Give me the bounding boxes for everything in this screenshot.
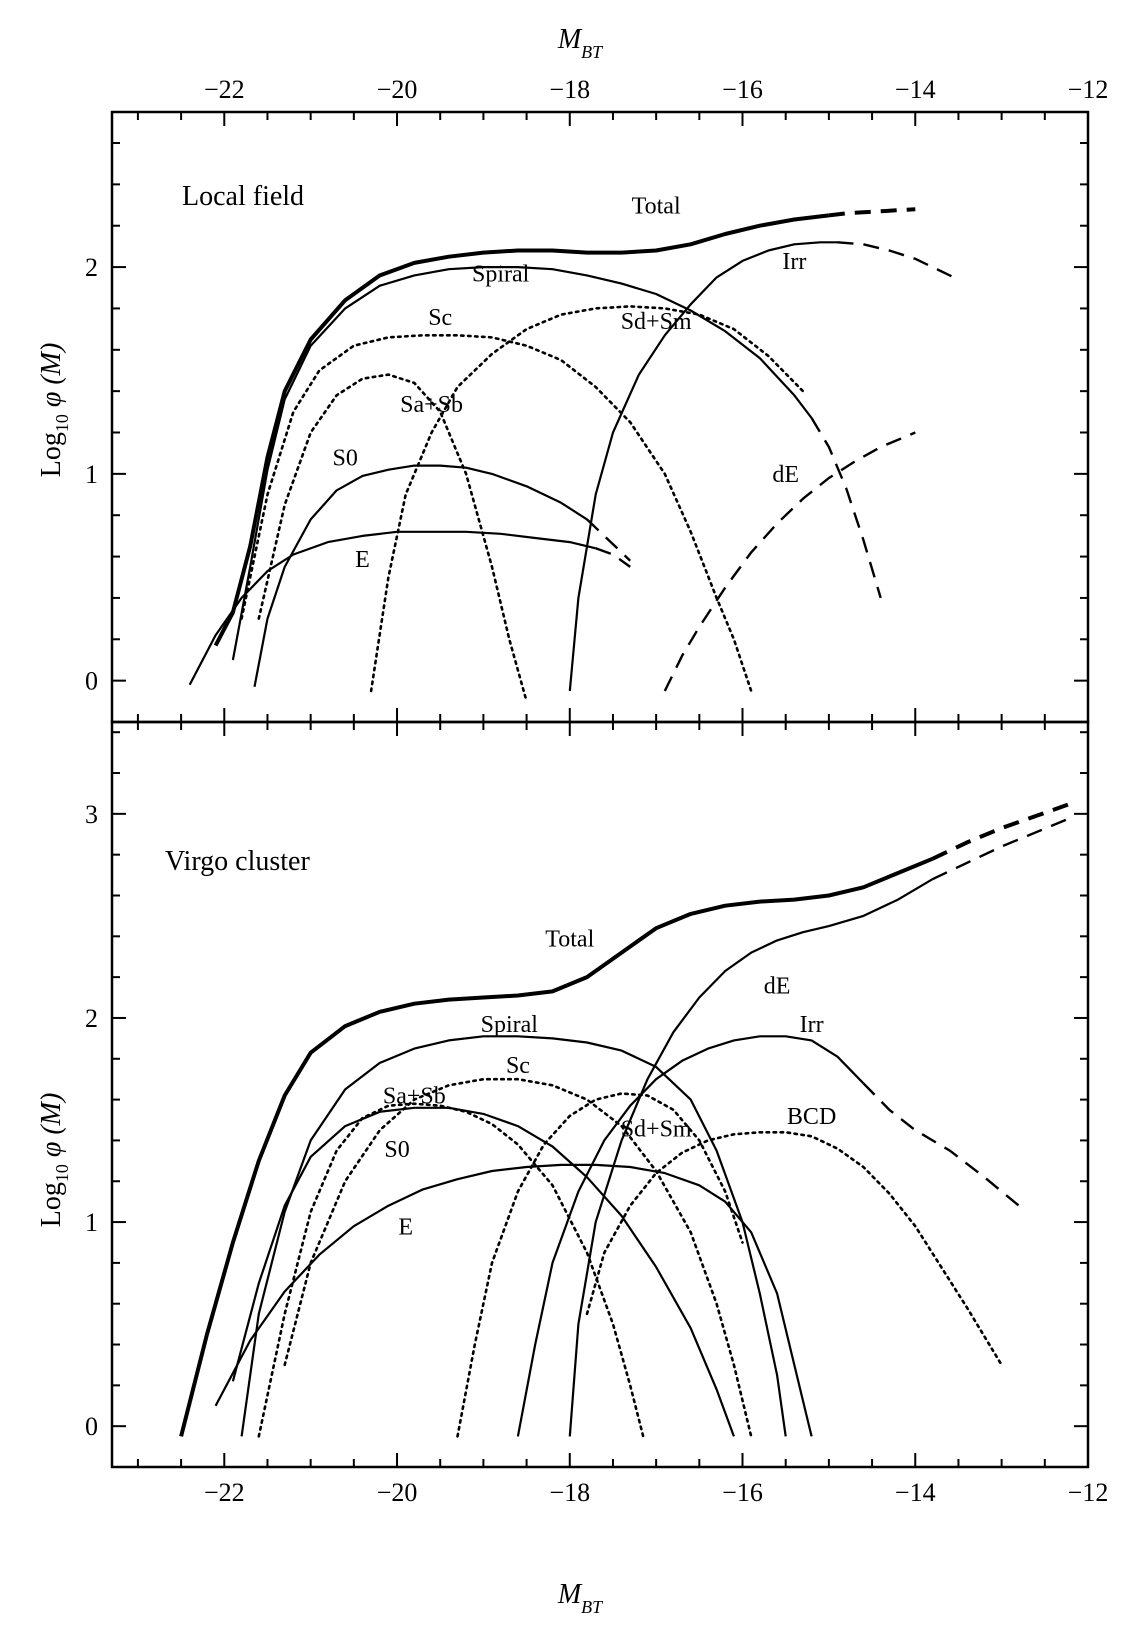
series-line-e (214, 1163, 813, 1437)
y-tick-label: 3 (85, 800, 98, 829)
curve-label-s0: S0 (384, 1137, 409, 1163)
series-line-irr (516, 1035, 865, 1437)
series-line-extension (810, 417, 882, 599)
x-tick-label: −14 (895, 1478, 936, 1507)
curve-label-de: dE (764, 973, 791, 999)
local-field-panel: −22 −20 −18 −16 −14 −12 0 1 2 Local field Total Spi… (85, 75, 1109, 724)
x-tick-label: −16 (722, 1478, 763, 1507)
svg-text:Log10 φ (M): Log10 φ (M) (36, 1093, 72, 1228)
series-line-e (188, 530, 596, 686)
y-tick-label: 0 (85, 1412, 98, 1441)
bottom-x-axis-title-sub: BT (581, 1597, 604, 1617)
y-tick-label: 1 (85, 1208, 98, 1237)
series-line-bcd (585, 1131, 1003, 1367)
series-line-total (213, 213, 830, 647)
top-y-axis-title-suffix: φ (M) (36, 343, 67, 414)
series-line-spiral (240, 1035, 787, 1437)
series-line-extension (595, 547, 631, 568)
top-x-axis-title-main: M (557, 24, 583, 55)
x-tick-label: −16 (722, 75, 763, 104)
curve-label-e: E (398, 1214, 413, 1240)
plot-frame (110, 720, 1090, 1469)
curve-label-total: Total (545, 927, 594, 953)
bottom-x-axis-title: MBT (557, 1579, 604, 1617)
series-line-extension (862, 1082, 1020, 1207)
svg-text:MBT: MBT (557, 24, 604, 62)
x-tick-label: −12 (1068, 1478, 1109, 1507)
bottom-y-axis-title-sub: 10 (52, 1164, 72, 1182)
curve-label-spiral: Spiral (481, 1012, 539, 1038)
panel-title: Virgo cluster (165, 846, 310, 877)
x-tick-label: −14 (895, 75, 936, 104)
y-tick-label: 1 (85, 460, 98, 489)
series-line-sc (240, 334, 753, 693)
svg-text:MBT: MBT (557, 1579, 604, 1617)
series-line-sd-sm (456, 1092, 744, 1438)
y-tick-label: 2 (85, 1004, 98, 1033)
series-line-sc (283, 1077, 753, 1438)
x-tick-label: −20 (377, 1478, 418, 1507)
y-tick-label: 0 (85, 667, 98, 696)
series-line-extension (828, 207, 916, 218)
curve-label-irr: Irr (782, 249, 806, 275)
bottom-y-axis-title-prefix: Log (36, 1182, 67, 1227)
curve-label-sd-sm: Sd+Sm (621, 1116, 692, 1142)
series-line-extension (586, 518, 632, 562)
panel-title: Local field (182, 181, 304, 212)
svg-text:Log10 φ (M): Log10 φ (M) (36, 343, 72, 478)
top-x-axis-title-sub: BT (581, 42, 604, 62)
top-y-axis-title-sub: 10 (52, 414, 72, 432)
y-tick-label: 2 (85, 253, 98, 282)
bottom-y-axis-title: Log10 φ (M) (36, 1093, 72, 1228)
top-x-axis-title: MBT (557, 24, 604, 62)
x-tick-label: −22 (204, 75, 245, 104)
x-tick-label: −20 (377, 75, 418, 104)
series-line-s0 (253, 464, 588, 688)
curve-label-sd-sm: Sd+Sm (621, 309, 692, 335)
curve-label-total: Total (632, 193, 681, 219)
series-line-extension (931, 816, 1072, 881)
curve-label-sc: Sc (428, 305, 452, 331)
x-tick-label: −22 (204, 1478, 245, 1507)
x-tick-label: −12 (1068, 75, 1109, 104)
bottom-y-axis-title-suffix: φ (M) (36, 1093, 67, 1164)
top-y-axis-title: Log10 φ (M) (36, 343, 72, 478)
curve-label-sa-sb: Sa+Sb (383, 1084, 446, 1110)
series-line-extension (837, 241, 959, 281)
virgo-cluster-panel: −22 −20 −18 −16 −14 −12 0 1 2 3 Virgo cluster Total… (85, 720, 1109, 1507)
x-tick-label: −18 (549, 1478, 590, 1507)
series-line-de (663, 431, 916, 692)
top-y-axis-title-prefix: Log (36, 432, 67, 477)
series-line-de (568, 878, 934, 1437)
bottom-x-axis-title-main: M (557, 1579, 583, 1610)
series-line-s0 (231, 1106, 735, 1437)
curve-label-de: dE (772, 462, 799, 488)
series-line-sa-sb (257, 1102, 645, 1438)
series-line-total (179, 856, 934, 1437)
series-line-irr (568, 241, 838, 692)
curve-label-irr: Irr (800, 1012, 824, 1038)
curve-label-e: E (355, 547, 370, 573)
curve-label-s0: S0 (333, 446, 358, 472)
curve-label-spiral: Spiral (472, 262, 530, 288)
series-line-sd-sm (369, 305, 805, 693)
series-line-sa-sb (257, 373, 528, 703)
curve-label-sc: Sc (506, 1053, 530, 1079)
curve-label-bcd: BCD (787, 1104, 836, 1130)
series-line-spiral (231, 266, 813, 661)
x-tick-label: −18 (549, 75, 590, 104)
curve-label-sa-sb: Sa+Sb (400, 392, 463, 418)
series-line-extension (931, 801, 1072, 861)
